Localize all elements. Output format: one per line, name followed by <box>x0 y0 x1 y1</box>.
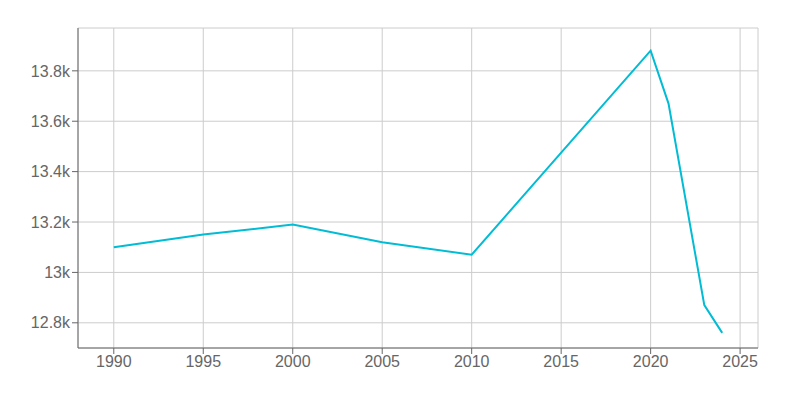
svg-text:13.2k: 13.2k <box>31 214 71 231</box>
svg-text:1995: 1995 <box>185 353 221 370</box>
svg-text:2010: 2010 <box>454 353 490 370</box>
svg-text:2020: 2020 <box>633 353 669 370</box>
svg-text:1990: 1990 <box>96 353 132 370</box>
svg-text:13.8k: 13.8k <box>31 63 71 80</box>
svg-text:2005: 2005 <box>364 353 400 370</box>
svg-text:13.6k: 13.6k <box>31 113 71 130</box>
svg-text:12.8k: 12.8k <box>31 314 71 331</box>
svg-text:2015: 2015 <box>543 353 579 370</box>
svg-text:2000: 2000 <box>275 353 311 370</box>
svg-text:13k: 13k <box>44 264 71 281</box>
svg-text:2025: 2025 <box>722 353 758 370</box>
svg-text:13.4k: 13.4k <box>31 163 71 180</box>
